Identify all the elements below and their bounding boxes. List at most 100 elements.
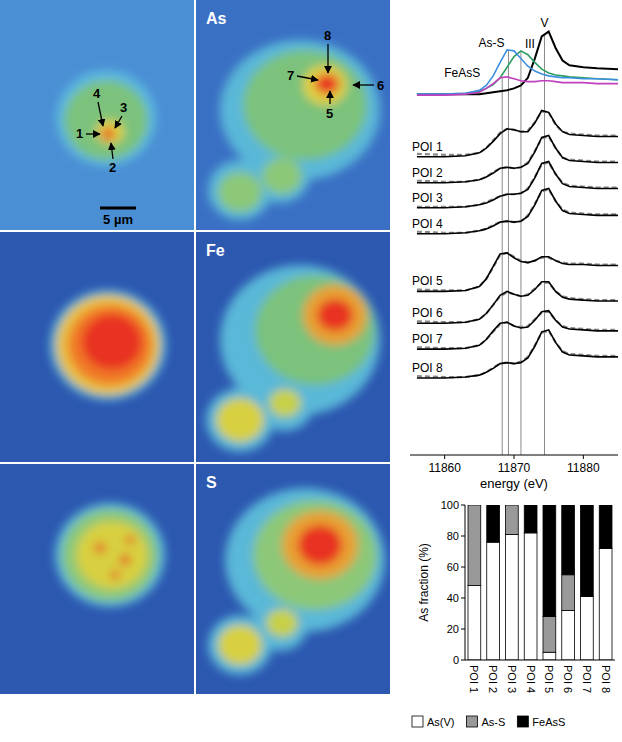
bar-segment: [543, 652, 556, 660]
map-background: [196, 232, 390, 462]
reference-label: III: [525, 37, 535, 51]
category-label: POI 3: [506, 665, 518, 693]
poi-label: POI 2: [412, 166, 443, 180]
fit-curve: [417, 137, 618, 182]
x-tick: [514, 455, 515, 459]
element-map: [196, 0, 390, 230]
intensity-blob: [255, 275, 375, 385]
map-intensity: [56, 70, 156, 166]
point-arrow: [111, 143, 113, 159]
element-map: [196, 464, 390, 694]
x-axis: [465, 660, 615, 661]
poi-spectrum: [417, 111, 618, 157]
poi-spectrum: [417, 253, 618, 291]
x-axis-title: energy (eV): [480, 476, 548, 491]
element-label: As: [206, 10, 227, 27]
intensity-blob: [253, 500, 377, 610]
bar-segment: [543, 505, 556, 617]
figure: AsFeS123456785 µmVIIIAs-SFeAsSPOI 1POI 2…: [0, 0, 622, 742]
bar-segment: [468, 505, 481, 586]
intensity-blob: [269, 389, 301, 417]
intensity-blob: [266, 609, 298, 637]
intensity-blob: [303, 285, 367, 345]
bar-segment: [487, 505, 500, 542]
poi-label: POI 1: [412, 140, 443, 154]
y-tick-label: 100: [441, 499, 459, 511]
poi-spectrum: [417, 330, 618, 378]
intensity-blob: [303, 65, 347, 105]
bar-segment: [506, 505, 519, 534]
map-intensity: [55, 503, 165, 607]
element-label: Fe: [206, 242, 225, 259]
category-label: POI 5: [543, 665, 555, 693]
intensity-blob: [243, 50, 367, 160]
bar-segment: [487, 542, 500, 660]
intensity-blob: [56, 70, 156, 166]
x-tick-label: 11880: [567, 461, 600, 475]
y-tick: [461, 536, 465, 537]
intensity-blob: [218, 172, 262, 212]
intensity-blob: [257, 379, 313, 431]
map-intensity: [208, 488, 385, 675]
poi-label: POI 3: [412, 191, 443, 205]
poi-label: POI 8: [412, 361, 443, 375]
poi-spectrum: [417, 311, 618, 349]
bars: [468, 505, 612, 660]
intensity-blob: [298, 525, 342, 565]
intensity-blob: [50, 290, 166, 400]
intensity-blob: [216, 398, 264, 442]
y-tick: [461, 505, 465, 506]
legend-swatch: [412, 716, 423, 727]
reference-label: FeAsS: [444, 66, 480, 80]
reference-label: V: [540, 16, 548, 30]
map-intensity: [208, 40, 380, 220]
bar-segment: [543, 617, 556, 653]
intensity-blob: [68, 305, 152, 385]
intensity-blob: [220, 40, 380, 180]
legend-swatch: [467, 716, 478, 727]
poi-label: POI 7: [412, 332, 443, 346]
category-label: POI 7: [581, 665, 593, 693]
poi-spectrum: [417, 162, 618, 208]
scale-bar-label: 5 µm: [103, 212, 133, 227]
fit-curve: [417, 283, 618, 322]
y-tick: [461, 567, 465, 568]
point-label: 6: [377, 78, 384, 93]
y-tick: [461, 598, 465, 599]
intensity-blob: [111, 571, 119, 579]
y-axis-title: As fraction (%): [417, 543, 431, 622]
legend-swatch: [517, 716, 528, 727]
map-background: [0, 232, 194, 462]
x-tick: [444, 455, 445, 459]
intensity-blob: [262, 158, 302, 194]
point-label: 3: [120, 100, 127, 115]
poi-label: POI 4: [412, 217, 443, 231]
x-tick-label: 11870: [498, 461, 531, 475]
y-tick-label: 40: [447, 592, 459, 604]
bar-segment: [468, 505, 481, 506]
element-map: [0, 232, 194, 462]
point-label: 5: [326, 106, 333, 121]
y-tick: [461, 629, 465, 630]
reference-label: As-S: [478, 36, 504, 50]
map-background: [0, 0, 194, 230]
intensity-blob: [82, 314, 142, 370]
category-label: POI 8: [600, 665, 612, 693]
intensity-blob: [218, 625, 262, 665]
element-map: [0, 464, 194, 694]
intensity-blob: [96, 120, 124, 144]
point-arrow: [86, 133, 100, 134]
intensity-blob: [120, 555, 130, 565]
point-label: 7: [287, 68, 294, 83]
fit-curve: [417, 189, 618, 232]
bar-segment: [599, 505, 612, 548]
edge-line: [520, 51, 521, 455]
y-tick-label: 80: [447, 530, 459, 542]
bar-segment: [581, 596, 594, 660]
bar-segment: [506, 505, 519, 506]
y-tick-label: 20: [447, 623, 459, 635]
poi-label: POI 5: [412, 274, 443, 288]
y-tick-label: 0: [453, 654, 459, 666]
legend-label: As(V): [427, 716, 455, 728]
fit-curve: [417, 253, 618, 291]
